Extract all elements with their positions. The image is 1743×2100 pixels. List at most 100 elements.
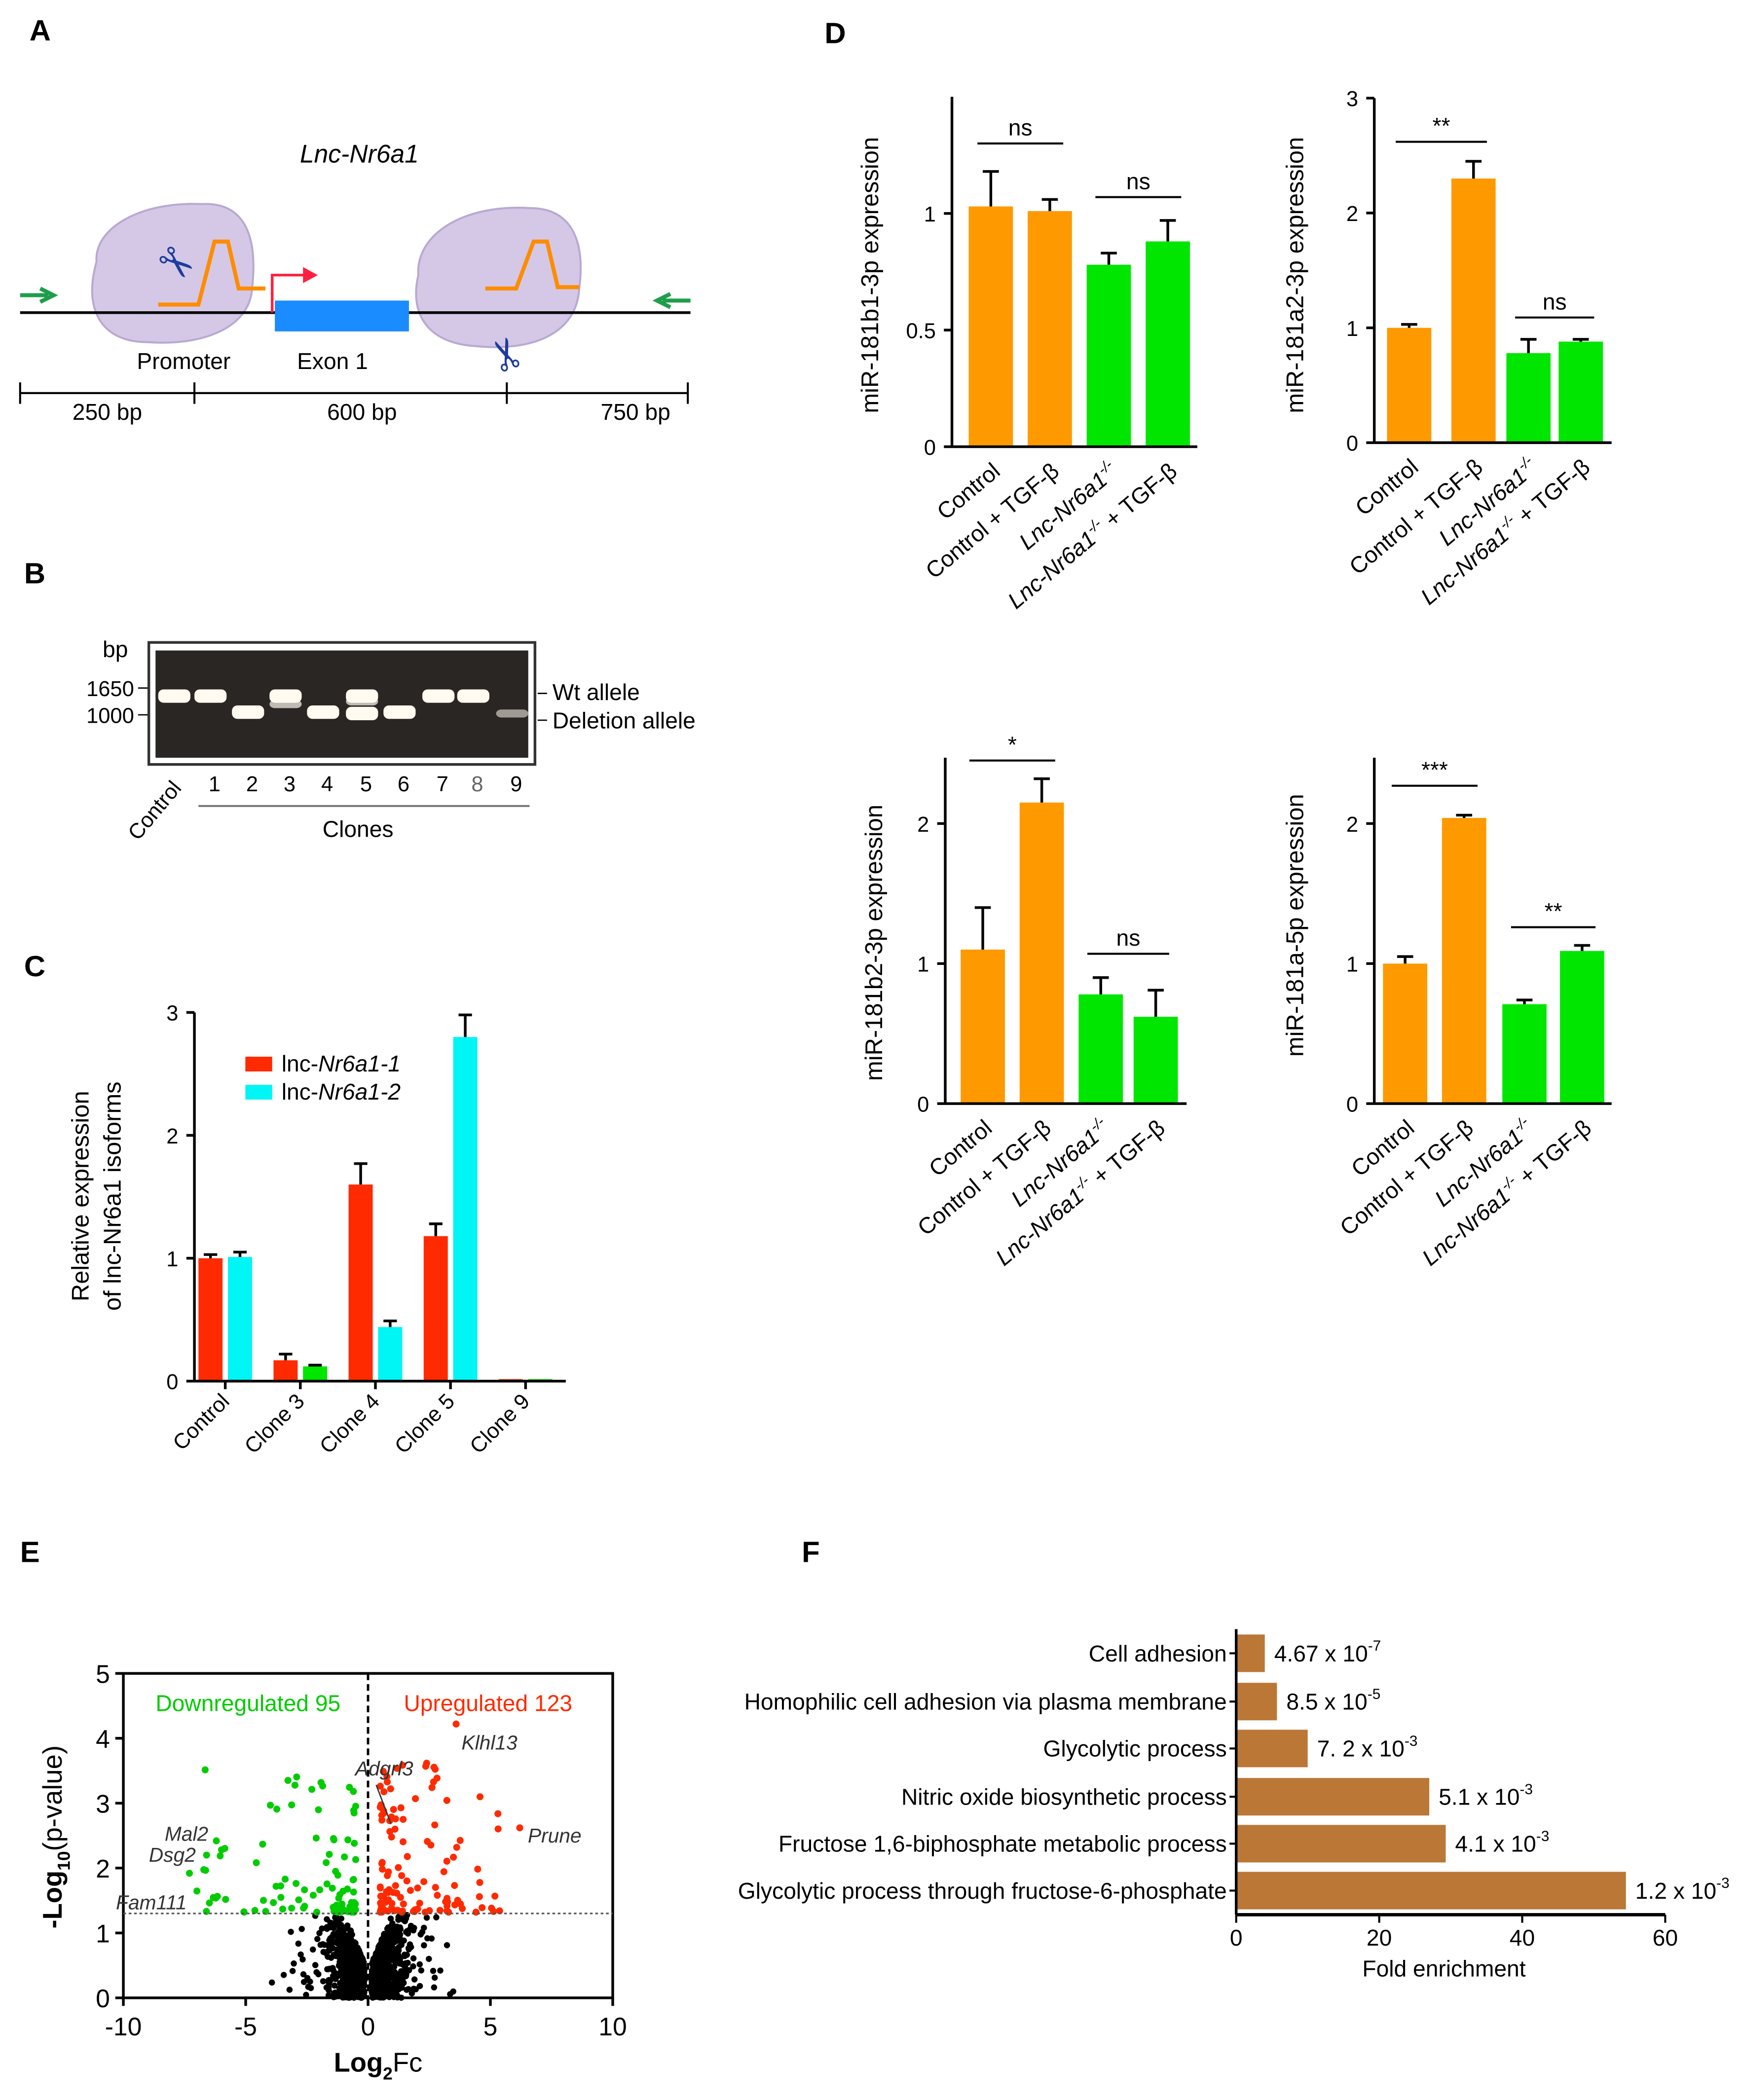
deletion-allele-label: Deletion allele [553, 707, 696, 733]
data-point-not-significant [395, 1986, 402, 1993]
data-point-not-significant [395, 1974, 401, 1981]
data-point-downregulated [330, 1835, 337, 1842]
data-point-not-significant [346, 1940, 352, 1947]
data-point-not-significant [325, 1966, 332, 1973]
data-point-not-significant [356, 1963, 363, 1970]
data-point-not-significant [320, 1949, 327, 1955]
data-point-upregulated [383, 1773, 391, 1780]
data-point-not-significant [393, 1930, 400, 1937]
enrichment-bar [1236, 1778, 1430, 1816]
data-point-not-significant [331, 1939, 337, 1945]
bar [1086, 264, 1131, 447]
data-point-not-significant [394, 1938, 401, 1944]
data-point-not-significant [307, 1985, 314, 1991]
data-point-downregulated [281, 1876, 289, 1883]
y-tick-label: 1 [166, 1248, 178, 1271]
data-point-upregulated [404, 1853, 411, 1860]
data-point-upregulated [416, 1900, 423, 1907]
p-value-exponent: -3 [1405, 1733, 1418, 1749]
enrichment-bar [1236, 1683, 1277, 1721]
data-point-not-significant [395, 1952, 402, 1958]
data-point-not-significant [307, 1978, 313, 1985]
data-point-upregulated [379, 1768, 387, 1775]
data-point-upregulated [443, 1907, 450, 1915]
data-point-not-significant [288, 1928, 294, 1935]
data-point-not-significant [426, 1955, 432, 1962]
bar [1560, 951, 1604, 1104]
data-point-not-significant [437, 1967, 444, 1974]
legend-swatch [245, 1085, 272, 1100]
data-point-not-significant [389, 1922, 396, 1929]
labeled-data-point [516, 1824, 523, 1832]
data-point-downregulated [350, 1788, 357, 1795]
gel-band [307, 705, 339, 719]
gene-label: Adgrl3 [354, 1757, 413, 1780]
data-point-not-significant [378, 1989, 385, 1995]
y-axis-label: miR-181b1-3p expression [857, 137, 884, 413]
x-tick-label: Control [168, 1389, 234, 1455]
p-value-exponent: -3 [1536, 1828, 1550, 1844]
data-point-downregulated [277, 1894, 285, 1901]
data-point-not-significant [450, 1988, 456, 1995]
y-label-subscript: 10 [54, 1851, 74, 1871]
data-point-upregulated [458, 1905, 466, 1912]
data-point-upregulated [400, 1816, 407, 1823]
lane-label: 3 [284, 773, 296, 796]
gene-title: Lnc-Nr6a1 [300, 139, 419, 168]
data-point-not-significant [342, 1948, 349, 1954]
data-point-downregulated [291, 1781, 298, 1789]
data-point-not-significant [373, 1964, 380, 1971]
p-value-exponent: -7 [1368, 1638, 1381, 1654]
y-tick-label: 1 [96, 1919, 110, 1948]
segment-length: 600 bp [327, 399, 397, 425]
p-value-label: 8.5 x 10-5 [1286, 1686, 1380, 1715]
data-point-not-significant [323, 1984, 330, 1991]
gel-bands [158, 689, 528, 720]
x-label-gene: Lnc-Nr6a1 [1417, 1182, 1515, 1270]
data-point-upregulated [378, 1816, 386, 1824]
y-tick-label: 3 [96, 1789, 110, 1818]
data-point-downregulated [288, 1801, 296, 1808]
data-point-upregulated [476, 1793, 484, 1801]
bar-1 [423, 1236, 448, 1381]
data-point-not-significant [299, 1956, 306, 1963]
gel-band [496, 709, 528, 718]
x-label-tail: Fc [393, 2047, 422, 2077]
wt-allele-label: Wt allele [553, 679, 640, 705]
gel-band [158, 689, 190, 703]
labeled-data-point [391, 1825, 399, 1833]
data-point-downregulated [273, 1805, 281, 1813]
data-point-upregulated [474, 1865, 482, 1873]
legend-label: lnc-Nr6a1-1 [282, 1051, 401, 1076]
data-point-downregulated [351, 1840, 358, 1847]
y-tick-label: 0 [1346, 432, 1358, 456]
y-tick-label: 0 [166, 1370, 178, 1394]
data-point-not-significant [393, 1981, 400, 1988]
gel-band [269, 700, 302, 708]
data-point-not-significant [359, 1956, 366, 1962]
data-point-not-significant [356, 1990, 363, 1997]
data-point-not-significant [371, 1959, 377, 1966]
bar-2 [378, 1327, 403, 1381]
data-point-not-significant [334, 1929, 341, 1936]
data-point-not-significant [379, 1953, 386, 1960]
labeled-data-point [213, 1837, 220, 1844]
lane-label: 5 [360, 773, 372, 796]
panel-label-a: A [30, 14, 51, 47]
enrichment-bar [1236, 1730, 1308, 1768]
data-point-downregulated [222, 1896, 229, 1903]
data-point-downregulated [339, 1887, 347, 1895]
data-point-upregulated [476, 1893, 483, 1900]
y-tick-label: 2 [96, 1854, 110, 1883]
gel-band [194, 689, 227, 703]
bar [1387, 328, 1432, 443]
data-point-not-significant [416, 1983, 423, 1989]
data-point-not-significant [410, 1927, 417, 1934]
y-tick-label: 2 [1346, 202, 1358, 226]
y-axis-label: miR-181a-5p expression [1282, 794, 1309, 1057]
p-value-exponent: -3 [1716, 1875, 1730, 1891]
y-tick-label: 4 [96, 1725, 110, 1753]
scatter-points [193, 1760, 503, 2001]
data-point-downregulated [315, 1806, 322, 1813]
